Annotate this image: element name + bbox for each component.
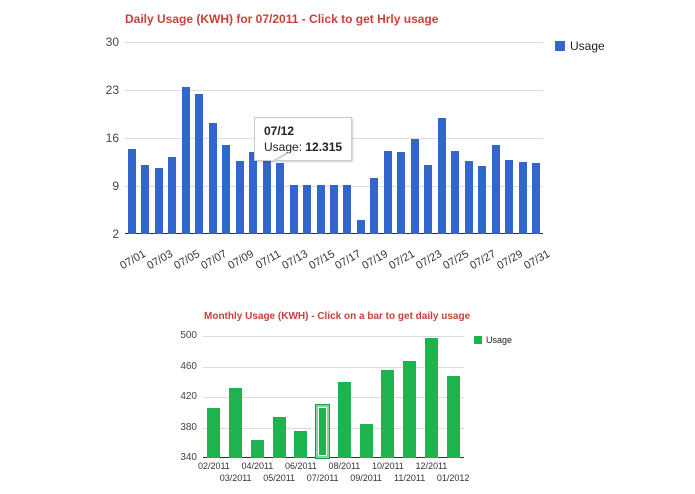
- bar-07-30[interactable]: [518, 162, 527, 234]
- daily-chart-title: Daily Usage (KWH) for 07/2011 - Click to…: [125, 12, 439, 26]
- daily-legend-label: Usage: [570, 39, 605, 53]
- bar-01-2012[interactable]: [446, 375, 460, 458]
- bar-07-10[interactable]: [249, 152, 258, 234]
- bar-04-2011[interactable]: [250, 440, 264, 458]
- bar-07-24[interactable]: [437, 118, 446, 234]
- x-tick-label: 01/2012: [436, 473, 470, 483]
- x-tick-label: 09/2011: [350, 473, 383, 483]
- bar-07-22[interactable]: [410, 138, 419, 234]
- monthly-chart-title: Monthly Usage (KWH) - Click on a bar to …: [204, 311, 471, 322]
- daily-plot-area: [125, 42, 543, 234]
- y-tick-label: 9: [112, 178, 119, 193]
- bar-07-02[interactable]: [141, 165, 150, 234]
- y-tick-label: 30: [105, 34, 119, 49]
- gridline: [203, 336, 464, 337]
- bar-05-2011[interactable]: [272, 416, 286, 458]
- x-axis-line: [203, 457, 464, 458]
- bar-07-16[interactable]: [330, 185, 338, 234]
- bar-07-19[interactable]: [370, 177, 379, 234]
- gridline: [203, 366, 464, 368]
- tooltip-title: 07/12: [264, 124, 295, 138]
- y-tick-label: 23: [105, 82, 119, 97]
- bar-09-2011[interactable]: [359, 424, 373, 458]
- bar-07-2011[interactable]: [315, 403, 331, 460]
- bar-07-01[interactable]: [127, 148, 136, 234]
- y-tick-label: 2: [112, 226, 119, 241]
- bar-07-07[interactable]: [208, 122, 217, 234]
- x-tick-label: 05/2011: [263, 473, 296, 483]
- y-tick-label: 340: [180, 452, 197, 463]
- bar-07-15[interactable]: [316, 184, 325, 234]
- gridline: [203, 397, 464, 398]
- bar-07-13[interactable]: [289, 184, 298, 234]
- x-tick-label: 04/2011: [241, 461, 274, 471]
- bar-07-06[interactable]: [195, 94, 204, 234]
- bar-07-21[interactable]: [397, 151, 406, 234]
- x-tick-label: 12/2011: [415, 461, 448, 471]
- bar-10-2011[interactable]: [381, 370, 395, 458]
- bar-07-05[interactable]: [181, 86, 190, 234]
- x-tick-label: 08/2011: [328, 461, 361, 471]
- daily-usage-chart: Daily Usage (KWH) for 07/2011 - Click to…: [105, 12, 605, 272]
- bar-07-27[interactable]: [478, 166, 487, 234]
- daily-legend[interactable]: Usage: [555, 39, 605, 53]
- bar-07-28[interactable]: [491, 144, 500, 234]
- bar-07-17[interactable]: [343, 184, 352, 234]
- bar-07-14[interactable]: [303, 185, 312, 234]
- bar-07-31[interactable]: [532, 162, 541, 234]
- bar-02-2011[interactable]: [207, 407, 221, 458]
- monthly-plot-area: [203, 336, 464, 460]
- monthly-legend[interactable]: Usage: [474, 335, 512, 345]
- bar-07-23[interactable]: [424, 165, 433, 234]
- tooltip-label: Usage:: [264, 140, 306, 154]
- bar-07-26[interactable]: [464, 160, 473, 234]
- bar-06-2011[interactable]: [294, 431, 308, 458]
- monthly-legend-label: Usage: [486, 335, 513, 345]
- bar-07-25[interactable]: [451, 151, 460, 234]
- y-tick-label: 380: [180, 421, 197, 433]
- bar-12-2011[interactable]: [424, 337, 438, 458]
- y-tick-label: 420: [180, 391, 197, 402]
- bar-tooltip: 07/12 Usage: 12.315: [254, 117, 353, 161]
- x-tick-label: 11/2011: [394, 473, 426, 483]
- tooltip-value: 12.315: [305, 140, 343, 154]
- bar-07-29[interactable]: [505, 159, 514, 234]
- bar-07-12[interactable]: [276, 163, 285, 234]
- bar-08-2011[interactable]: [337, 381, 351, 458]
- bar-07-20[interactable]: [383, 151, 392, 234]
- gridline: [125, 90, 543, 91]
- x-tick-label: 03/2011: [219, 473, 252, 483]
- x-tick-label: 10/2011: [371, 461, 404, 471]
- x-tick-label: 07/2011: [306, 473, 339, 483]
- gridline: [125, 42, 543, 43]
- y-tick-label: 16: [105, 130, 119, 145]
- bar-07-03[interactable]: [154, 168, 163, 234]
- bar-07-18[interactable]: [356, 219, 365, 234]
- x-tick-label: 02/2011: [197, 461, 230, 471]
- x-tick-label: 06/2011: [284, 461, 317, 471]
- y-tick-label: 500: [180, 330, 197, 341]
- bar-03-2011[interactable]: [229, 387, 243, 458]
- y-tick-label: 460: [180, 360, 197, 372]
- bar-07-04[interactable]: [168, 157, 177, 234]
- legend-swatch-icon: [474, 336, 482, 344]
- gridline: [203, 427, 464, 429]
- bar-07-08[interactable]: [222, 144, 231, 234]
- bar-07-09[interactable]: [235, 160, 244, 234]
- bar-11-2011[interactable]: [403, 361, 417, 458]
- bar-07-11[interactable]: [262, 159, 271, 234]
- legend-swatch-icon: [555, 41, 565, 51]
- monthly-usage-chart: Monthly Usage (KWH) - Click on a bar to …: [0, 300, 695, 494]
